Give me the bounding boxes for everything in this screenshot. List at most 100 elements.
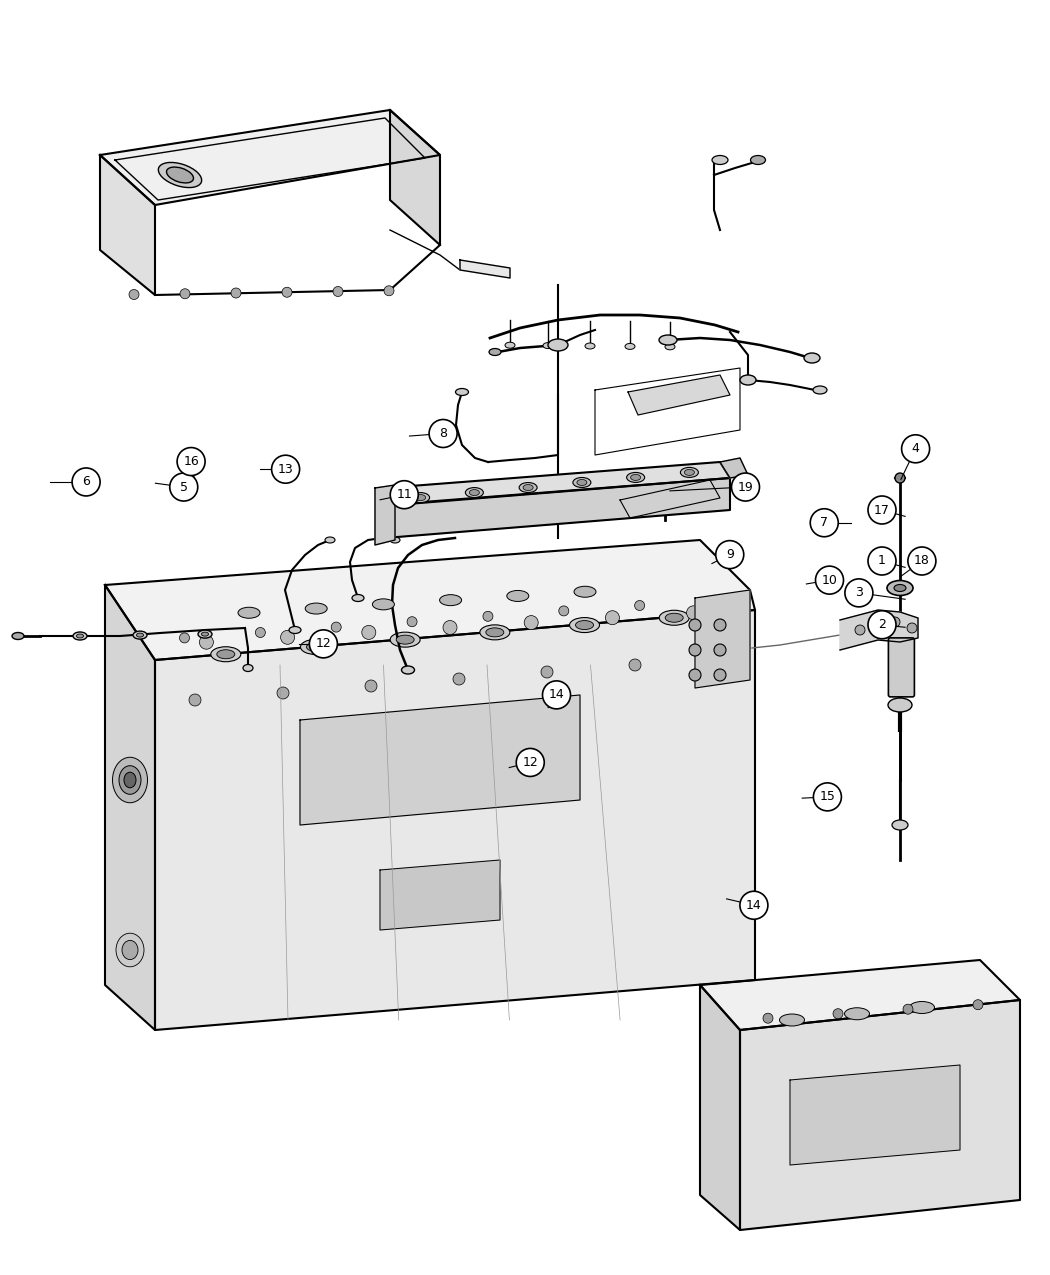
Text: 5: 5 [180, 481, 188, 493]
Circle shape [763, 1014, 773, 1024]
Circle shape [714, 669, 726, 681]
Ellipse shape [585, 343, 595, 349]
Circle shape [129, 289, 139, 300]
Polygon shape [105, 585, 155, 1030]
Text: 18: 18 [914, 555, 930, 567]
Ellipse shape [665, 344, 675, 349]
Ellipse shape [396, 635, 414, 644]
Ellipse shape [12, 632, 24, 640]
Circle shape [902, 435, 929, 463]
Ellipse shape [465, 487, 483, 497]
Ellipse shape [112, 757, 147, 803]
Ellipse shape [573, 477, 591, 487]
Ellipse shape [116, 933, 144, 966]
Circle shape [280, 630, 295, 644]
Ellipse shape [489, 348, 501, 356]
Text: 16: 16 [183, 455, 200, 468]
Circle shape [310, 630, 337, 658]
Ellipse shape [216, 650, 235, 659]
Polygon shape [105, 541, 755, 660]
Ellipse shape [167, 167, 193, 182]
Polygon shape [385, 462, 730, 505]
Ellipse shape [440, 594, 462, 606]
Polygon shape [740, 1000, 1020, 1230]
Circle shape [541, 666, 553, 678]
Circle shape [384, 286, 394, 296]
Circle shape [524, 616, 539, 630]
Ellipse shape [548, 339, 568, 351]
Ellipse shape [238, 607, 260, 618]
Ellipse shape [543, 343, 553, 348]
Polygon shape [840, 609, 918, 650]
Ellipse shape [133, 631, 147, 639]
Text: 12: 12 [315, 638, 332, 650]
Ellipse shape [480, 625, 510, 640]
Text: 11: 11 [397, 488, 412, 501]
FancyBboxPatch shape [888, 638, 915, 697]
Text: 6: 6 [82, 476, 90, 488]
Circle shape [331, 622, 341, 632]
Circle shape [908, 547, 936, 575]
Circle shape [689, 669, 701, 681]
Circle shape [903, 1005, 914, 1014]
Ellipse shape [779, 1014, 804, 1026]
Circle shape [890, 617, 900, 627]
Ellipse shape [569, 617, 600, 632]
Ellipse shape [909, 1001, 934, 1014]
Circle shape [689, 644, 701, 657]
Circle shape [732, 473, 759, 501]
Circle shape [711, 595, 720, 606]
Polygon shape [460, 260, 510, 278]
Circle shape [391, 481, 418, 509]
Ellipse shape [844, 1007, 869, 1020]
Circle shape [907, 623, 917, 632]
Ellipse shape [119, 766, 141, 794]
Ellipse shape [391, 632, 420, 648]
Ellipse shape [306, 603, 328, 615]
Ellipse shape [574, 586, 596, 597]
Ellipse shape [373, 599, 395, 609]
Text: 10: 10 [821, 574, 838, 586]
Ellipse shape [627, 473, 645, 482]
Polygon shape [700, 986, 740, 1230]
Ellipse shape [124, 773, 136, 788]
Ellipse shape [680, 468, 698, 477]
Polygon shape [300, 695, 580, 825]
Circle shape [180, 288, 190, 298]
Polygon shape [100, 110, 440, 205]
Text: 14: 14 [746, 899, 761, 912]
Ellipse shape [307, 643, 324, 652]
Polygon shape [620, 479, 720, 518]
Circle shape [483, 611, 492, 621]
Ellipse shape [659, 335, 677, 346]
Ellipse shape [666, 613, 684, 622]
Ellipse shape [887, 580, 914, 595]
Circle shape [365, 680, 377, 692]
Text: 17: 17 [874, 504, 890, 516]
Circle shape [443, 621, 457, 635]
Ellipse shape [202, 632, 209, 636]
Ellipse shape [751, 156, 765, 164]
Circle shape [716, 541, 743, 569]
Ellipse shape [469, 490, 480, 496]
Ellipse shape [804, 353, 820, 363]
Text: 12: 12 [523, 756, 538, 769]
Polygon shape [628, 375, 730, 414]
Circle shape [714, 644, 726, 657]
Polygon shape [390, 110, 440, 245]
Text: 9: 9 [726, 548, 734, 561]
Circle shape [687, 606, 700, 620]
Text: 14: 14 [548, 688, 565, 701]
Circle shape [816, 566, 843, 594]
Ellipse shape [505, 342, 514, 348]
Polygon shape [375, 484, 395, 544]
Ellipse shape [507, 590, 529, 602]
Polygon shape [695, 590, 750, 688]
Ellipse shape [813, 386, 827, 394]
Circle shape [362, 626, 376, 639]
Ellipse shape [159, 162, 202, 187]
Circle shape [272, 455, 299, 483]
Ellipse shape [712, 156, 728, 164]
Circle shape [429, 419, 457, 448]
Text: 7: 7 [820, 516, 828, 529]
